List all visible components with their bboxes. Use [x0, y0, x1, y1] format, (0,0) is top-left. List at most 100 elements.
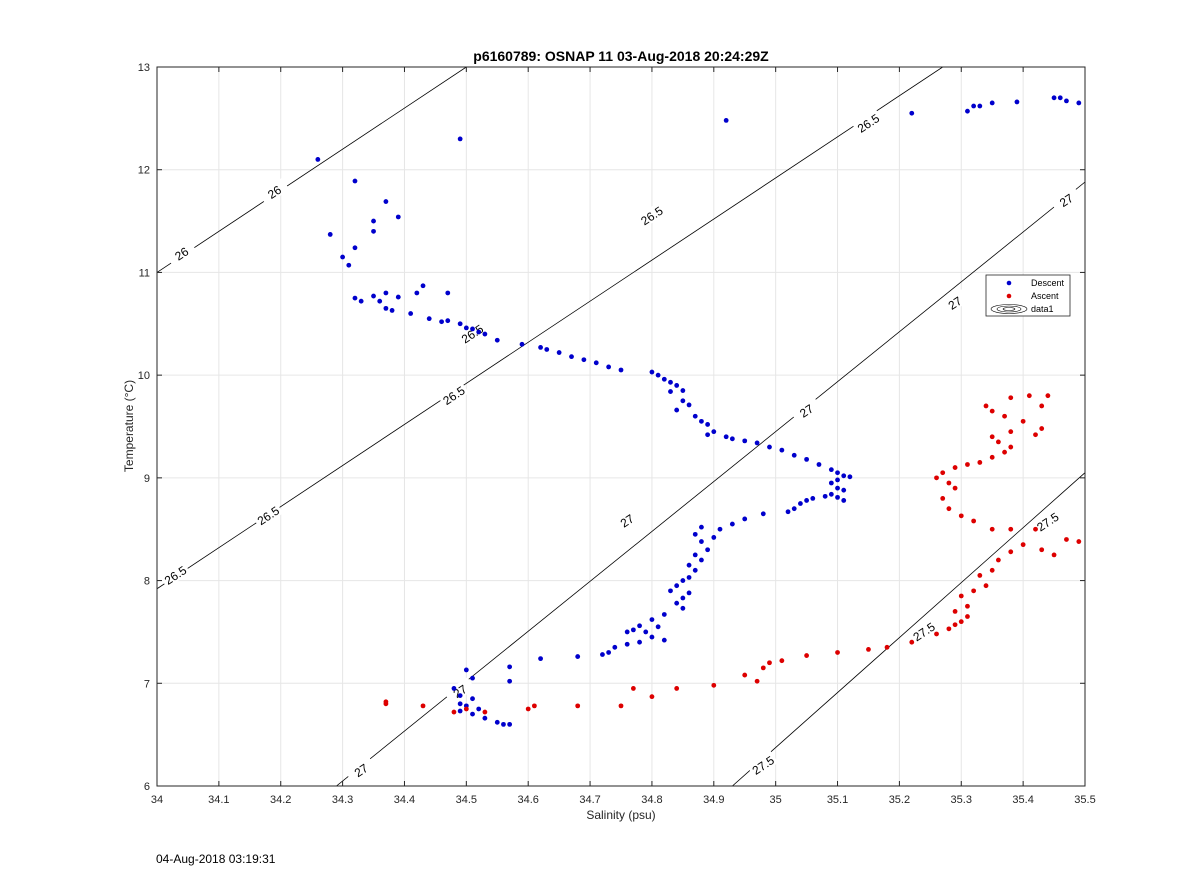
ascent-point [767, 660, 772, 666]
ascent-point [952, 465, 958, 470]
ascent-point [989, 526, 995, 532]
contour-label-bg [437, 381, 469, 409]
ascent-point [1033, 432, 1038, 438]
descent-point [575, 654, 581, 659]
ascent-point [575, 703, 581, 709]
descent-point [538, 345, 543, 350]
descent-point [457, 693, 463, 699]
x-tick-label: 34.1 [208, 794, 229, 806]
contour-label-bg [159, 561, 191, 589]
x-tick-label: 34.2 [270, 794, 291, 806]
ascent-point [934, 475, 939, 481]
ascent-point [1008, 549, 1014, 555]
contour-label: 27 [938, 288, 971, 316]
ascent-point [630, 686, 636, 691]
descent-point [606, 650, 612, 655]
descent-point [971, 103, 977, 109]
descent-point [470, 675, 475, 681]
descent-point [661, 376, 667, 382]
descent-point [668, 389, 673, 394]
descent-point [705, 432, 711, 438]
x-tick-label: 34.7 [579, 794, 600, 806]
contour-label-bg [747, 751, 779, 779]
contour-label-bg [258, 177, 290, 206]
descent-point [470, 711, 475, 717]
ascent-point [946, 480, 952, 486]
descent-point [414, 290, 420, 296]
contour-label: 26 [258, 177, 290, 206]
contour-label: 26.5 [852, 109, 884, 137]
y-tick-label: 13 [138, 62, 150, 74]
descent-point [841, 473, 847, 479]
descent-point [482, 331, 488, 337]
descent-point [445, 318, 451, 324]
x-tick-label: 34.5 [456, 794, 477, 806]
descent-point [699, 557, 704, 563]
contour-label-bg [165, 239, 197, 267]
descent-point [1076, 100, 1082, 106]
ascent-point [1002, 413, 1007, 419]
contour-label: 27.5 [908, 617, 940, 645]
descent-point [835, 477, 840, 483]
descent-point [705, 547, 711, 553]
ascent-point [983, 583, 989, 589]
descent-point [352, 178, 358, 184]
descent-point [383, 199, 389, 204]
x-tick-label: 35.2 [889, 794, 910, 806]
ascent-point [952, 622, 958, 628]
descent-point [1057, 95, 1063, 101]
descent-point [507, 721, 513, 727]
x-tick-label: 34 [151, 794, 163, 806]
descent-point [494, 719, 500, 725]
descent-point [457, 708, 463, 714]
contour-label-bg [635, 201, 667, 229]
contour-label-bg [252, 501, 284, 529]
x-tick-label: 35.4 [1012, 794, 1033, 806]
ascent-point [1008, 395, 1014, 401]
x-tick-label: 34.3 [332, 794, 353, 806]
descent-point [445, 290, 451, 296]
descent-point [680, 388, 686, 393]
descent-point [649, 369, 655, 375]
grid [156, 66, 1086, 787]
descent-point [643, 629, 649, 635]
descent-point [742, 438, 748, 444]
ascent-point [965, 462, 970, 467]
descent-point [606, 364, 612, 370]
ascent-point [995, 439, 1001, 445]
x-tick-label: 35.5 [1074, 794, 1095, 806]
descent-point [699, 524, 704, 530]
descent-point [841, 498, 847, 503]
descent-point [383, 305, 389, 311]
y-tick-label: 6 [144, 781, 150, 793]
descent-point [315, 157, 321, 162]
descent-point [661, 637, 667, 643]
descent-point [692, 413, 698, 419]
descent-point [383, 290, 389, 296]
descent-point [828, 491, 834, 497]
descent-point [680, 605, 686, 611]
ascent-point [649, 694, 655, 700]
descent-point [371, 293, 376, 299]
descent-point [618, 367, 624, 373]
ascent-point [909, 639, 915, 645]
ascent-point [1026, 393, 1032, 399]
x-tick-label: 35.1 [827, 794, 848, 806]
descent-point [501, 721, 506, 727]
ascent-point [1039, 547, 1045, 553]
contour-label: 27 [444, 677, 476, 705]
y-tick-label: 8 [144, 576, 150, 588]
descent-point [507, 664, 513, 670]
descent-point [804, 456, 809, 462]
descent-point [680, 578, 686, 583]
descent-point [340, 254, 345, 260]
y-axis-label: Temperature (°C) [122, 380, 136, 472]
contour-label: 26.5 [252, 501, 284, 529]
descent-point [544, 347, 550, 352]
ascent-point [958, 619, 964, 625]
ascent-point [977, 460, 983, 465]
contour-label-bg [852, 109, 884, 137]
descent-point [680, 595, 686, 601]
legend-label-data1: data1 [1031, 304, 1054, 314]
ascent-point [674, 686, 680, 691]
